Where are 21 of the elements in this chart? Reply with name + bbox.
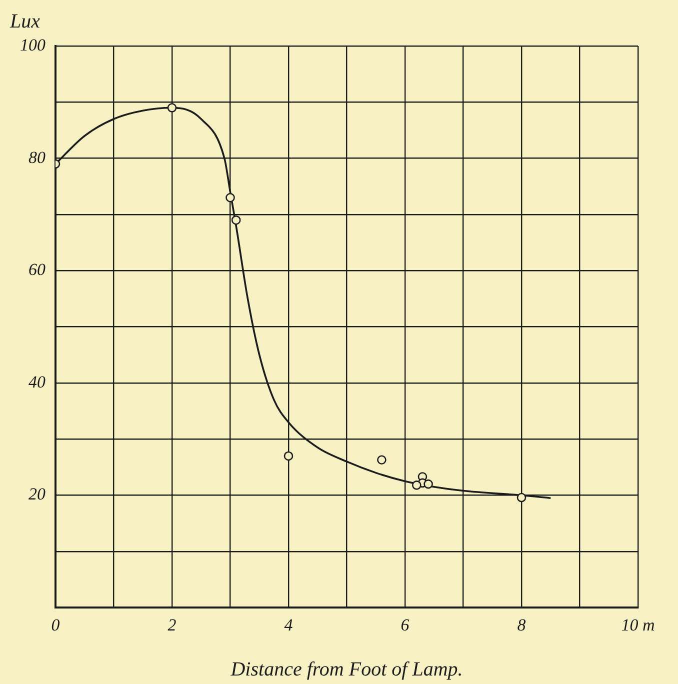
x-tick-label: 10 m [621,615,655,634]
x-tick-label: 4 [284,615,294,634]
y-tick-label: 60 [28,260,46,280]
point [284,451,294,461]
y-tick-label: 100 [20,35,46,54]
x-tick-label: 8 [517,615,526,634]
x-tick-label: 2 [168,615,177,634]
x-axis-title: Distance from Foot of Lamp. [230,658,463,680]
point [377,455,386,465]
x-tick-label: 0 [51,615,60,634]
y-axis-title: Lux [9,10,40,32]
point [167,103,177,112]
point [516,492,526,502]
y-tick-label: 80 [28,148,46,167]
point [231,215,241,225]
y-tick-label: 20 [28,484,46,504]
x-tick-label: 6 [400,615,410,634]
y-tick-label: 40 [28,372,46,392]
point [226,192,235,202]
point [412,480,422,490]
point [424,479,433,489]
